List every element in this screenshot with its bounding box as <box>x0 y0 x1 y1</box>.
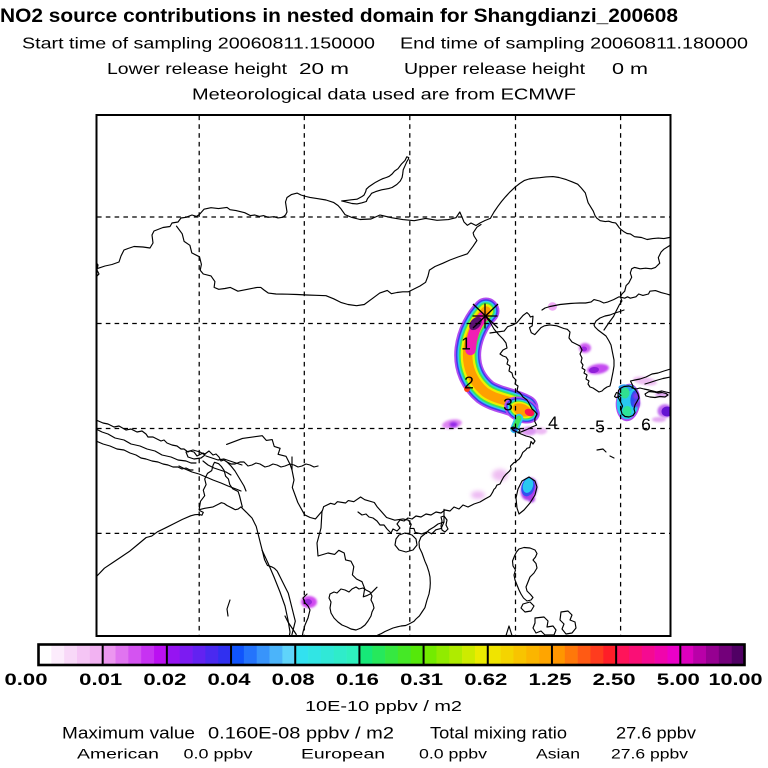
svg-text:4: 4 <box>548 413 558 433</box>
svg-text:1.25: 1.25 <box>529 670 572 689</box>
svg-text:0.08: 0.08 <box>272 670 315 689</box>
svg-text:2.50: 2.50 <box>593 670 636 689</box>
svg-text:0 m: 0 m <box>612 61 648 78</box>
svg-text:0.0 ppbv: 0.0 ppbv <box>419 747 487 762</box>
svg-text:27.6 ppbv: 27.6 ppbv <box>611 747 688 762</box>
svg-text:0.01: 0.01 <box>79 670 122 689</box>
svg-text:Maximum value: Maximum value <box>62 725 195 743</box>
svg-text:European: European <box>301 747 385 762</box>
svg-text:NO2 source contributions in ne: NO2 source contributions in nested domai… <box>0 5 678 27</box>
svg-text:0.160E-08 ppbv / m2: 0.160E-08 ppbv / m2 <box>208 725 394 743</box>
svg-text:1: 1 <box>461 334 471 354</box>
svg-text:End time of sampling 20060811.: End time of sampling 20060811.180000 <box>400 36 748 53</box>
svg-text:6: 6 <box>641 415 651 435</box>
svg-text:3: 3 <box>503 395 513 415</box>
svg-text:0.31: 0.31 <box>400 670 443 689</box>
svg-text:10.00: 10.00 <box>709 670 763 689</box>
svg-text:0.02: 0.02 <box>143 670 186 689</box>
svg-text:Start time of sampling 2006081: Start time of sampling 20060811.150000 <box>22 36 375 53</box>
svg-text:20 m: 20 m <box>299 61 349 78</box>
svg-text:Upper release height: Upper release height <box>404 61 586 78</box>
svg-text:American: American <box>77 747 159 762</box>
svg-text:Lower release height: Lower release height <box>107 61 288 78</box>
svg-text:0.16: 0.16 <box>336 670 379 689</box>
svg-text:0.00: 0.00 <box>5 670 48 689</box>
svg-text:Total mixing ratio: Total mixing ratio <box>430 725 567 743</box>
svg-text:0.04: 0.04 <box>208 670 252 689</box>
svg-text:0.62: 0.62 <box>464 670 507 689</box>
svg-text:Meteorological data used are f: Meteorological data used are from ECMWF <box>192 87 576 104</box>
svg-text:5.00: 5.00 <box>657 670 700 689</box>
svg-text:Asian: Asian <box>536 747 580 762</box>
svg-text:2: 2 <box>464 373 474 393</box>
svg-text:27.6 ppbv: 27.6 ppbv <box>616 725 697 743</box>
svg-text:0.0 ppbv: 0.0 ppbv <box>184 747 253 762</box>
svg-text:10E-10 ppbv / m2: 10E-10 ppbv / m2 <box>305 698 462 715</box>
svg-text:5: 5 <box>595 417 605 437</box>
